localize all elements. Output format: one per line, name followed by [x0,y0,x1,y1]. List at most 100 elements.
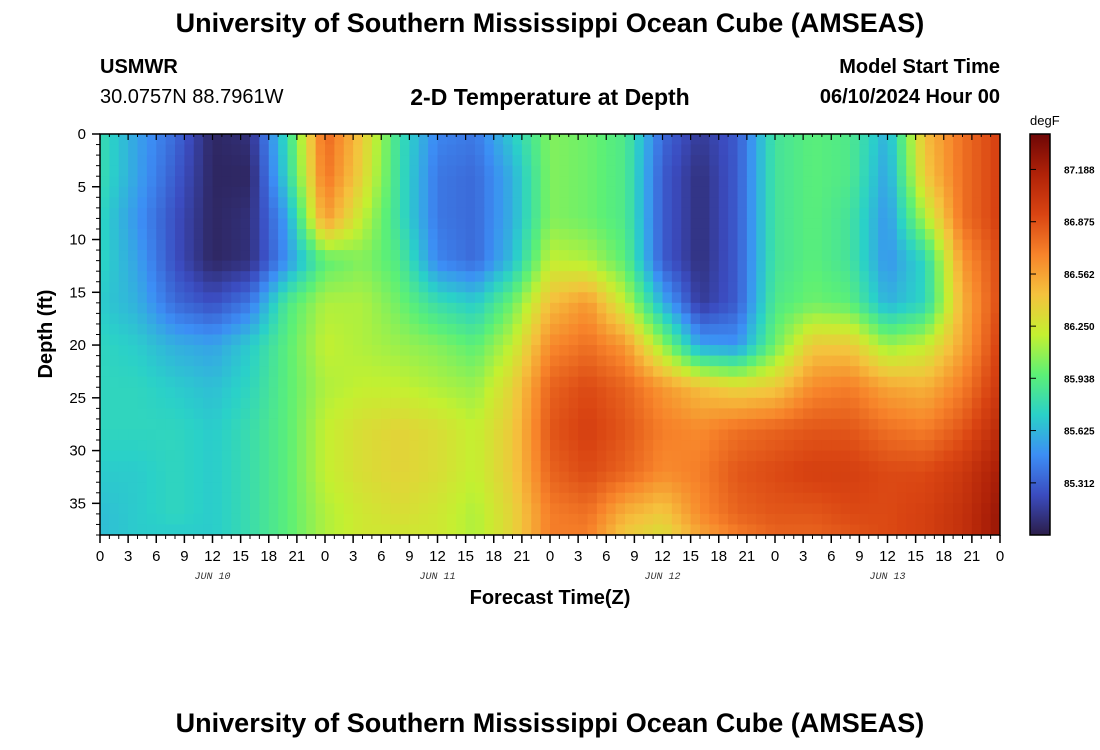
heatmap-cell [662,207,673,220]
heatmap-cell [718,366,729,378]
heatmap-cell [803,218,814,230]
heatmap-cell [390,366,401,378]
heatmap-cell [175,207,185,220]
heatmap-cell [306,334,317,346]
y-tick-label: 10 [69,232,86,249]
heatmap-cell [746,155,757,167]
heatmap-cell [850,524,860,535]
heatmap-cell [634,376,645,388]
heatmap-cell [906,155,917,167]
heatmap-cell [831,260,842,272]
heatmap-cell [962,165,973,177]
heatmap-cell [409,197,420,209]
heatmap-cell [287,355,298,367]
heatmap-cell [803,524,814,535]
heatmap-cell [221,461,232,473]
heatmap-cell [418,408,429,420]
heatmap-cell [578,334,589,346]
heatmap-cell [643,197,654,209]
heatmap-cell [896,513,907,526]
heatmap-cell [793,218,804,230]
heatmap-cell [428,302,439,314]
heatmap-cell [109,165,120,177]
heatmap-cell [278,228,289,241]
heatmap-cell [700,260,710,272]
heatmap-cell [306,313,317,325]
heatmap-cell [915,366,926,378]
heatmap-cell [100,165,110,177]
heatmap-cell [550,492,560,504]
heatmap-cell [737,503,748,515]
heatmap-cell [831,197,842,209]
heatmap-cell [456,387,467,399]
heatmap-cell [878,228,889,241]
y-tick-label: 15 [69,284,86,301]
heatmap-cell [746,260,757,272]
heatmap-cell [925,207,935,220]
heatmap-cell [371,207,382,220]
heatmap-cell [643,281,654,293]
heatmap-cell [184,492,195,504]
heatmap-cell [971,482,982,494]
heatmap-cell [400,260,410,272]
heatmap-cell [896,186,907,198]
heatmap-cell [728,461,739,473]
heatmap-cell [971,429,982,441]
heatmap-cell [821,450,832,462]
heatmap-cell [859,334,870,346]
heatmap-cell [184,366,195,378]
heatmap-cell [934,239,945,251]
heatmap-cell [118,355,129,367]
heatmap-cell [906,450,917,462]
heatmap-cell [512,440,523,452]
heatmap-cell [409,260,420,272]
heatmap-cell [887,228,898,241]
heatmap-cell [165,239,176,251]
heatmap-cell [521,492,532,504]
heatmap-cell [390,165,401,177]
heatmap-cell [756,271,767,283]
heatmap-cell [943,239,954,251]
heatmap-cell [953,418,964,431]
heatmap-cell [550,355,560,367]
heatmap-cell [315,292,326,304]
heatmap-cell [540,144,551,156]
heatmap-cell [587,239,598,251]
heatmap-cell [418,376,429,388]
heatmap-cell [409,492,420,504]
heatmap-cell [746,524,757,535]
heatmap-cell [175,281,185,293]
heatmap-cell [118,482,129,494]
day-label: JUN 11 [419,572,455,583]
heatmap-cell [615,397,626,409]
heatmap-cell [962,503,973,515]
heatmap-cell [381,260,392,272]
heatmap-cell [803,292,814,304]
heatmap-cell [906,281,917,293]
heatmap-cell [371,397,382,409]
heatmap-cell [137,250,148,262]
heatmap-cell [221,302,232,314]
heatmap-cell [287,165,298,177]
heatmap-cell [296,408,307,420]
heatmap-cell [156,355,167,367]
heatmap-cell [634,513,645,526]
heatmap-cell [756,302,767,314]
heatmap-cell [287,418,298,431]
heatmap-cell [278,176,289,188]
heatmap-cell [831,503,842,515]
heatmap-cell [671,376,682,388]
heatmap-cell [934,503,945,515]
heatmap-cell [765,450,776,462]
heatmap-cell [615,440,626,452]
heatmap-cell [512,228,523,241]
heatmap-cell [850,218,860,230]
heatmap-cell [343,397,354,409]
heatmap-cell [746,503,757,515]
heatmap-cell [165,250,176,262]
heatmap-cell [343,281,354,293]
heatmap-cell [465,144,476,156]
heatmap-cell [446,250,457,262]
heatmap-cell [990,355,1000,367]
heatmap-cell [859,524,870,535]
